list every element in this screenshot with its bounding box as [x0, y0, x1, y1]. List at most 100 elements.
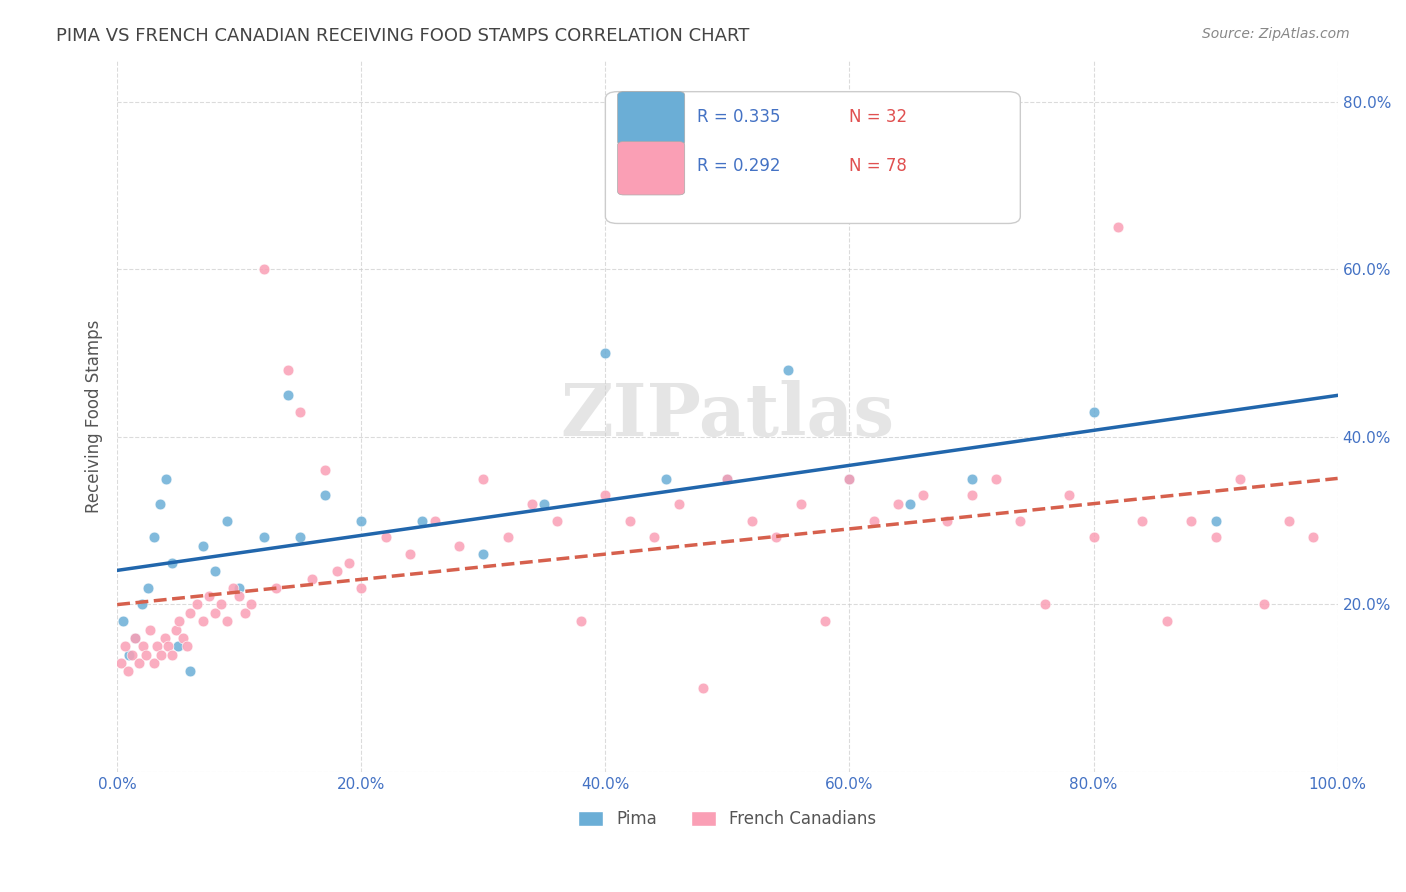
Point: [277, 362, 299, 376]
Point: [253, 262, 276, 277]
Point: [233, 606, 256, 620]
Point: [569, 614, 592, 628]
Point: [716, 472, 738, 486]
Point: [112, 614, 135, 628]
Legend: Pima, French Canadians: Pima, French Canadians: [572, 804, 883, 835]
Point: [595, 346, 617, 360]
Point: [290, 530, 312, 544]
Point: [1180, 514, 1202, 528]
Text: ZIPatlas: ZIPatlas: [561, 380, 894, 451]
Point: [1302, 530, 1324, 544]
Point: [132, 640, 155, 654]
Point: [1229, 472, 1251, 486]
Point: [169, 614, 191, 628]
Point: [814, 614, 837, 628]
Point: [838, 472, 860, 486]
Point: [411, 514, 433, 528]
Point: [314, 463, 336, 477]
Point: [960, 488, 983, 502]
Text: Source: ZipAtlas.com: Source: ZipAtlas.com: [1202, 27, 1350, 41]
Point: [595, 488, 617, 502]
Point: [124, 631, 146, 645]
Point: [911, 488, 934, 502]
Point: [209, 598, 232, 612]
Point: [900, 497, 922, 511]
Point: [887, 497, 910, 511]
Point: [716, 472, 738, 486]
Point: [1057, 488, 1080, 502]
Point: [936, 514, 959, 528]
Text: N = 32: N = 32: [849, 108, 908, 126]
Point: [167, 640, 190, 654]
Point: [337, 556, 360, 570]
Point: [1278, 514, 1301, 528]
Y-axis label: Receiving Food Stamps: Receiving Food Stamps: [86, 319, 103, 513]
Point: [121, 648, 143, 662]
Point: [146, 640, 169, 654]
Point: [118, 648, 141, 662]
Point: [789, 497, 811, 511]
Point: [114, 640, 136, 654]
Point: [765, 530, 787, 544]
Point: [215, 614, 238, 628]
Point: [314, 488, 336, 502]
Text: PIMA VS FRENCH CANADIAN RECEIVING FOOD STAMPS CORRELATION CHART: PIMA VS FRENCH CANADIAN RECEIVING FOOD S…: [56, 27, 749, 45]
Point: [350, 581, 373, 595]
Point: [1205, 530, 1227, 544]
Point: [165, 623, 187, 637]
Point: [160, 556, 183, 570]
Point: [135, 648, 157, 662]
FancyBboxPatch shape: [617, 92, 685, 145]
Point: [447, 539, 470, 553]
Point: [228, 589, 250, 603]
Point: [1156, 614, 1178, 628]
Point: [142, 530, 165, 544]
Point: [179, 665, 201, 679]
Point: [142, 656, 165, 670]
Point: [692, 681, 714, 696]
Point: [290, 404, 312, 418]
Point: [668, 497, 690, 511]
Point: [533, 497, 555, 511]
Point: [1083, 404, 1105, 418]
Point: [619, 514, 641, 528]
Point: [191, 539, 214, 553]
Point: [1010, 514, 1032, 528]
Point: [155, 472, 177, 486]
Point: [131, 598, 153, 612]
Point: [960, 472, 983, 486]
FancyBboxPatch shape: [606, 92, 1021, 224]
Point: [153, 631, 176, 645]
Point: [191, 614, 214, 628]
Point: [472, 547, 495, 561]
Point: [423, 514, 446, 528]
Point: [1033, 598, 1056, 612]
Point: [326, 564, 349, 578]
Point: [228, 581, 250, 595]
Point: [643, 530, 665, 544]
Point: [264, 581, 287, 595]
Point: [778, 362, 800, 376]
Point: [741, 514, 763, 528]
Point: [124, 631, 146, 645]
Point: [253, 530, 276, 544]
Point: [172, 631, 194, 645]
Point: [546, 514, 568, 528]
Point: [204, 606, 226, 620]
Point: [277, 388, 299, 402]
Point: [176, 640, 198, 654]
Point: [1083, 530, 1105, 544]
Text: N = 78: N = 78: [849, 158, 907, 176]
Point: [1253, 598, 1275, 612]
Point: [301, 572, 323, 586]
Point: [128, 656, 150, 670]
Point: [1107, 220, 1129, 235]
Point: [520, 497, 543, 511]
Point: [496, 530, 519, 544]
Point: [179, 606, 201, 620]
Point: [186, 598, 208, 612]
Point: [222, 581, 245, 595]
Point: [1130, 514, 1153, 528]
Point: [350, 514, 373, 528]
Point: [157, 640, 180, 654]
